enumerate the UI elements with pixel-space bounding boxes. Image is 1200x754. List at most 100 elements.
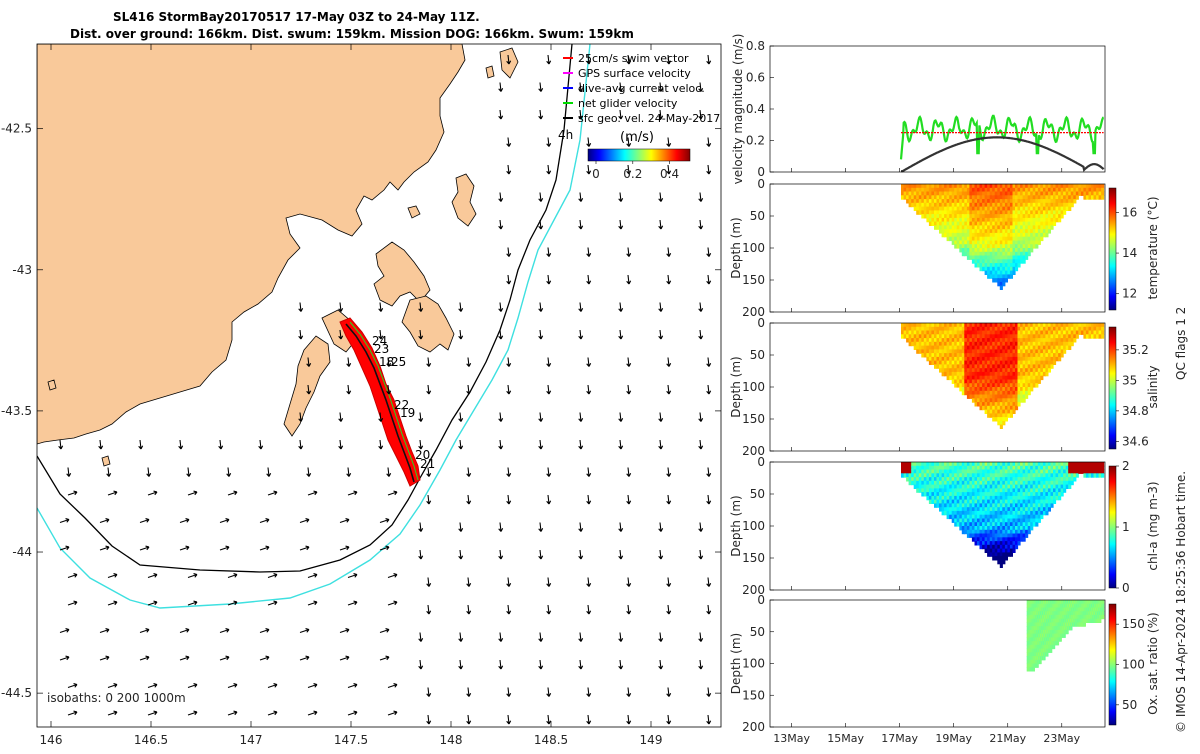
section-cell xyxy=(1022,330,1026,335)
section-cell xyxy=(911,465,915,471)
section-cell xyxy=(1040,644,1042,650)
section-cell xyxy=(1032,338,1036,343)
section-cell xyxy=(1032,326,1036,332)
section-cell xyxy=(1009,492,1013,497)
velocity-arrow xyxy=(706,604,712,615)
section-cell xyxy=(1020,390,1024,396)
velocity-arrow xyxy=(418,632,424,642)
section-cell xyxy=(979,526,983,531)
section-cell xyxy=(969,244,973,249)
section-cell xyxy=(1009,469,1013,474)
section-cell xyxy=(1042,341,1046,347)
section-cell xyxy=(999,488,1003,493)
section-cell xyxy=(1029,600,1032,605)
section-cell xyxy=(966,356,970,362)
section-cell xyxy=(979,206,983,211)
section-cell xyxy=(921,488,925,493)
section-cell xyxy=(1037,618,1039,623)
section-cell xyxy=(1032,334,1036,339)
section-cell xyxy=(1065,202,1069,208)
section-cell xyxy=(1004,488,1008,493)
section-cell xyxy=(931,484,935,489)
section-cell xyxy=(1017,248,1021,253)
section-cell xyxy=(961,221,965,226)
section-cell xyxy=(1004,409,1008,414)
section-cell xyxy=(1027,191,1031,196)
section-cell xyxy=(956,499,960,504)
section-cell xyxy=(928,195,932,200)
section-cell xyxy=(931,349,935,354)
section-cell xyxy=(1071,607,1074,612)
section-cell xyxy=(987,206,991,211)
section-cell xyxy=(936,503,940,508)
velocity-arrow xyxy=(626,164,632,175)
section-cell xyxy=(911,462,915,467)
section-cell xyxy=(1070,607,1073,612)
section-cell xyxy=(1020,323,1024,328)
section-cell xyxy=(956,229,960,234)
section-cell xyxy=(1101,473,1105,478)
velocity-arrow xyxy=(107,710,118,716)
velocity-arrow xyxy=(586,577,592,587)
section-cell xyxy=(1028,652,1031,657)
section-cell xyxy=(982,353,986,358)
section-cell xyxy=(951,360,955,365)
velocity-arrow xyxy=(626,714,632,725)
velocity-arrow xyxy=(506,384,512,395)
section-cell xyxy=(1002,383,1006,388)
section-cell xyxy=(1017,191,1021,196)
section-cell xyxy=(994,278,998,283)
ytick-label: 150 xyxy=(742,551,765,565)
section-cell xyxy=(989,248,993,253)
section-cell xyxy=(1075,465,1079,471)
section-cell xyxy=(921,480,925,486)
section-cell xyxy=(1007,232,1011,238)
title-line-2: Dist. over ground: 166km. Dist. swum: 15… xyxy=(70,27,634,41)
section-cell xyxy=(999,371,1003,377)
section-cell xyxy=(1007,251,1011,257)
section-cell xyxy=(1053,206,1057,211)
section-cell xyxy=(1085,184,1089,189)
section-cell xyxy=(936,187,940,193)
section-cell xyxy=(946,326,950,332)
section-cell xyxy=(987,191,991,196)
velocity-arrow xyxy=(187,600,198,606)
section-cell xyxy=(936,469,940,474)
section-cell xyxy=(1022,394,1026,399)
velocity-arrow xyxy=(259,545,270,551)
section-cell xyxy=(1081,607,1084,612)
section-cell xyxy=(979,202,983,208)
section-cell xyxy=(984,390,988,396)
section-cell xyxy=(1044,614,1046,620)
section-cell xyxy=(934,477,938,482)
section-cell xyxy=(1063,338,1067,343)
section-cell xyxy=(926,356,930,362)
section-cell xyxy=(992,274,996,279)
section-cell xyxy=(954,199,958,204)
section-cell xyxy=(964,251,968,257)
section-cell xyxy=(1002,240,1006,245)
section-cell xyxy=(992,465,996,471)
section-cell xyxy=(984,360,988,365)
velocity-arrow xyxy=(618,632,624,642)
section-cell xyxy=(977,526,981,531)
section-cell xyxy=(992,552,996,557)
section-cell xyxy=(969,477,973,482)
section-cell xyxy=(928,334,932,339)
land-islet xyxy=(47,379,57,391)
section-cell xyxy=(1040,184,1044,189)
section-cell xyxy=(994,270,998,275)
section-cell xyxy=(1034,611,1036,616)
section-cell xyxy=(1096,187,1100,193)
section-cell xyxy=(997,541,1001,546)
section-cell xyxy=(997,473,1001,478)
section-cell xyxy=(936,495,940,501)
section-cell xyxy=(964,240,968,245)
section-cell xyxy=(1046,648,1049,653)
section-cell xyxy=(1063,191,1067,196)
section-cell xyxy=(1047,626,1050,631)
section-cell xyxy=(1007,368,1011,373)
map-xtick-label: 147.5 xyxy=(334,733,368,747)
section-cell xyxy=(1045,225,1049,230)
section-cell xyxy=(999,398,1003,403)
